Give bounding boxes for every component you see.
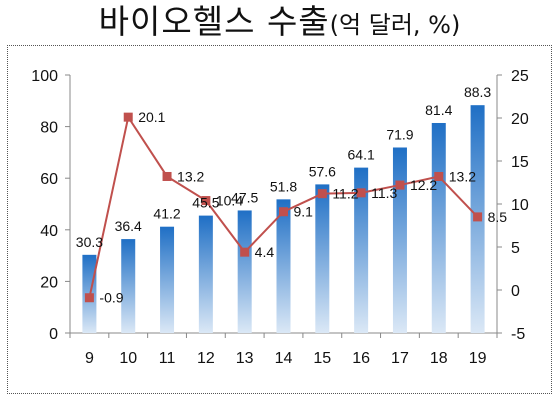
bar bbox=[198, 215, 213, 333]
x-tick-label: 16 bbox=[352, 350, 370, 367]
y-right-tick-label: 15 bbox=[511, 154, 529, 171]
bar-value-label: 71.9 bbox=[386, 126, 413, 142]
x-tick-label: 18 bbox=[430, 350, 448, 367]
line-value-label: 11.3 bbox=[371, 185, 397, 201]
y-right-tick-label: 0 bbox=[511, 283, 520, 300]
line-point bbox=[317, 189, 327, 199]
line-value-label: 13.2 bbox=[177, 168, 204, 184]
line-point bbox=[279, 207, 288, 217]
line-value-label: 11.2 bbox=[332, 186, 358, 202]
y-right-tick-label: 25 bbox=[511, 68, 529, 85]
line-point bbox=[473, 212, 483, 222]
line-value-label: 20.1 bbox=[138, 109, 165, 125]
line-point bbox=[240, 247, 250, 257]
line-point bbox=[356, 188, 366, 198]
x-tick-label: 9 bbox=[85, 350, 94, 367]
y-left-tick-label: 0 bbox=[49, 326, 58, 343]
line-value-label: 13.2 bbox=[449, 168, 476, 184]
bar-value-label: 30.3 bbox=[76, 234, 103, 250]
y-left-tick-label: 60 bbox=[40, 171, 58, 188]
y-left-tick-label: 20 bbox=[40, 274, 58, 291]
bar-value-label: 51.8 bbox=[270, 178, 297, 194]
bar-value-label: 41.2 bbox=[153, 206, 180, 222]
line-value-label: 8.5 bbox=[488, 209, 508, 225]
line-value-label: 12.2 bbox=[410, 177, 437, 193]
bar-value-label: 64.1 bbox=[348, 147, 375, 163]
axes: 0 20 40 60 80 100 -5 0 5 10 15 20 25 9 10 11 12 13 14 15 16 1… bbox=[31, 68, 529, 367]
chart-title-unit: (억 달러, %) bbox=[329, 11, 461, 39]
data-labels: 30.3 36.4 41.2 45.5 47.5 51.8 57.6 64.1 71.9 81.4… bbox=[76, 84, 507, 306]
chart-frame bbox=[7, 45, 552, 394]
bar-value-label: 45.5 bbox=[192, 195, 219, 211]
x-tick-label: 13 bbox=[236, 350, 254, 367]
bar-value-label: 88.3 bbox=[464, 84, 491, 100]
bar bbox=[431, 122, 446, 333]
line-value-label: 9.1 bbox=[294, 204, 314, 220]
bar bbox=[276, 199, 291, 333]
y-right-tick-label: 5 bbox=[511, 240, 520, 257]
line-value-label: 10.4 bbox=[216, 193, 243, 209]
x-tick-label: 15 bbox=[313, 350, 331, 367]
bar bbox=[315, 184, 330, 333]
x-tick-label: 11 bbox=[159, 350, 176, 367]
bar bbox=[160, 226, 175, 333]
x-tick-label: 10 bbox=[119, 350, 137, 367]
bar bbox=[392, 147, 407, 333]
x-tick-label: 17 bbox=[391, 350, 409, 367]
line-point bbox=[395, 180, 405, 190]
bar bbox=[237, 210, 252, 333]
line-point bbox=[434, 171, 444, 181]
y-right-tick-label: -5 bbox=[511, 326, 525, 343]
line-point bbox=[84, 293, 94, 303]
bar-value-label: 47.5 bbox=[231, 189, 258, 205]
line-value-label: -0.9 bbox=[99, 290, 123, 306]
x-tick-label: 12 bbox=[197, 350, 215, 367]
line-point bbox=[123, 112, 133, 122]
y-left-tick-label: 100 bbox=[31, 68, 58, 85]
x-tick-label: 19 bbox=[469, 350, 487, 367]
bar-value-label: 81.4 bbox=[425, 102, 452, 118]
bar-value-label: 57.6 bbox=[309, 163, 336, 179]
y-right-tick-label: 20 bbox=[511, 111, 529, 128]
y-right-tick-label: 10 bbox=[511, 197, 529, 214]
x-tick-label: 14 bbox=[275, 350, 293, 367]
bar bbox=[121, 239, 136, 333]
line-series bbox=[84, 112, 483, 303]
y-left-tick-label: 80 bbox=[40, 120, 58, 137]
chart-title-main: 바이오헬스 수출 bbox=[98, 2, 330, 41]
bar bbox=[354, 167, 369, 333]
line-point bbox=[162, 171, 172, 181]
line-point bbox=[201, 196, 211, 206]
y-left-tick-label: 40 bbox=[40, 223, 58, 240]
line-value-label: 4.4 bbox=[255, 244, 275, 260]
chart-title: 바이오헬스 수출(억 달러, %) bbox=[0, 2, 559, 45]
bar-value-label: 36.4 bbox=[115, 218, 142, 234]
